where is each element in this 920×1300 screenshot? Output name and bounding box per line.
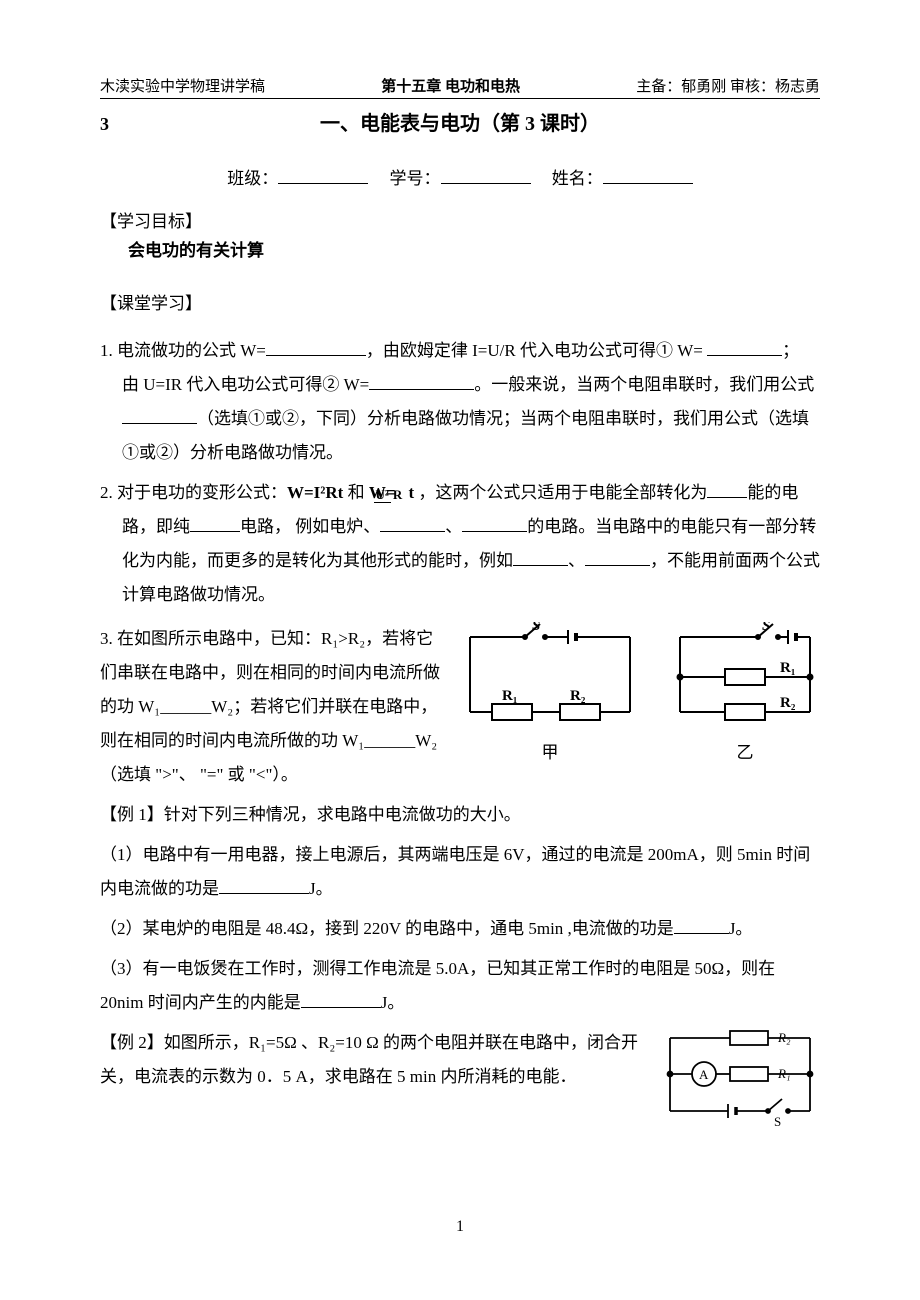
id-blank[interactable] <box>441 166 531 184</box>
ex2-label-r2: R₂ <box>777 1030 791 1045</box>
q1-blank4[interactable] <box>122 408 197 424</box>
ex1-p2b: J。 <box>729 919 753 938</box>
q2-frac-top: U² <box>374 487 391 503</box>
ex1-p1: （1）电路中有一用电器，接上电源后，其两端电压是 6V，通过的电流是 200mA… <box>100 838 820 906</box>
q2-t1: 2. 对于电功的变形公式： <box>100 483 287 502</box>
class-blank[interactable] <box>278 166 368 184</box>
ex1-lead: 针对下列三种情况，求电路中电流做功的大小。 <box>164 805 521 824</box>
q2-blank3[interactable] <box>380 516 445 532</box>
q2-bold1: W=I²Rt <box>287 483 343 502</box>
q2-blank2[interactable] <box>190 516 240 532</box>
q2-blank5[interactable] <box>513 550 568 566</box>
ex1-blank1[interactable] <box>219 878 309 894</box>
label-r1b: R₁ <box>780 660 795 676</box>
ex1-p3: （3）有一电饭煲在工作时，测得工作电流是 5.0A，已知其正常工作时的电阻是 5… <box>100 952 820 1020</box>
q1-blank1[interactable] <box>266 340 366 356</box>
page-header: 木渎实验中学物理讲学稿 第十五章 电功和电热 主备：郁勇刚 审核：杨志勇 <box>100 75 820 99</box>
question-1: 1. 电流做功的公式 W= ，由欧姆定律 I=U/R 代入电功公式可得① W= ；… <box>100 334 820 470</box>
q2-t2: 和 <box>343 483 364 502</box>
q1-t6: （选填①或②，下同）分析电路做功情况；当两个电阻串联时，我们用公式（选填①或②）… <box>122 409 809 462</box>
circuit-yi: S R₁ R₂ 乙 <box>670 622 820 770</box>
ex2-circuit-svg: A R₂ R₁ S <box>660 1026 820 1126</box>
question-3-figures: S R₁ R₂ 甲 <box>460 622 820 770</box>
q2-frac-post: t <box>404 483 414 502</box>
caption-jiawu: 甲 <box>460 736 640 770</box>
ex1-blank2[interactable] <box>674 918 729 934</box>
ex1-p2: （2）某电炉的电阻是 48.4Ω，接到 220V 的电路中，通电 5min ,电… <box>100 912 820 946</box>
caption-yi: 乙 <box>670 736 820 770</box>
example-2: 【例 2】如图所示，R₁=5Ω 、R₂=10 Ω 的两个电阻并联在电路中，闭合开… <box>100 1026 820 1138</box>
header-right: 主备：郁勇刚 审核：杨志勇 <box>636 75 820 96</box>
name-blank[interactable] <box>603 166 693 184</box>
name-label: 姓名： <box>552 169 603 188</box>
q1-t1: 1. 电流做功的公式 W= <box>100 341 266 360</box>
q2-fraction: U²R <box>396 488 405 501</box>
ex1-p1a: （1）电路中有一用电器，接上电源后，其两端电压是 6V，通过的电流是 200mA… <box>100 845 810 898</box>
goal-title: 【学习目标】 <box>100 207 820 232</box>
q1-blank2[interactable] <box>707 340 782 356</box>
ex1-p2a: （2）某电炉的电阻是 48.4Ω，接到 220V 的电路中，通电 5min ,电… <box>100 919 674 938</box>
q1-t3: ； <box>782 341 799 360</box>
title-main: 一、电能表与电功（第 3 课时） <box>320 107 600 136</box>
q2-blank1[interactable] <box>707 482 747 498</box>
question-3-row: 3. 在如图所示电路中，已知：R₁>R₂，若将它们串联在电路中，则在相同的时间内… <box>100 622 820 792</box>
example-1: 【例 1】针对下列三种情况，求电路中电流做功的大小。 <box>100 798 820 832</box>
q1-blank3[interactable] <box>369 374 474 390</box>
label-s: S <box>532 622 540 634</box>
q1-t5: 。一般来说，当两个电阻串联时，我们用公式 <box>474 375 814 394</box>
ex1-p3a: （3）有一电饭煲在工作时，测得工作电流是 5.0A，已知其正常工作时的电阻是 5… <box>100 959 775 1012</box>
title-number: 3 <box>100 114 320 135</box>
label-r1: R₁ <box>502 688 517 704</box>
header-left: 木渎实验中学物理讲学稿 <box>100 75 265 96</box>
id-label: 学号： <box>390 169 441 188</box>
class-label: 班级： <box>227 169 278 188</box>
label-r2: R₂ <box>570 688 586 704</box>
ex1-blank3[interactable] <box>301 992 381 1008</box>
ex2-text: 如图所示，R₁=5Ω 、R₂=10 Ω 的两个电阻并联在电路中，闭合开关，电流表… <box>100 1033 638 1086</box>
q2-frac-bot: R <box>391 487 404 502</box>
label-r2b: R₂ <box>780 695 796 711</box>
ex1-p3b: J。 <box>381 993 405 1012</box>
ex2-label-s: S <box>774 1114 781 1126</box>
ex2-title: 【例 2】 <box>100 1033 164 1052</box>
q2-blank6[interactable] <box>585 550 650 566</box>
ex2-label-a: A <box>699 1067 709 1082</box>
q1-t2: ，由欧姆定律 I=U/R 代入电功公式可得① W= <box>366 341 703 360</box>
class-title: 【课堂学习】 <box>100 289 820 314</box>
header-mid: 第十五章 电功和电热 <box>381 75 520 96</box>
page-number: 1 <box>100 1218 820 1236</box>
ex2-text-block: 【例 2】如图所示，R₁=5Ω 、R₂=10 Ω 的两个电阻并联在电路中，闭合开… <box>100 1026 650 1094</box>
goal-text: 会电功的有关计算 <box>128 236 820 261</box>
circuit-parallel-svg: S R₁ R₂ <box>670 622 820 732</box>
q2-t5: 电路， 例如电炉、 <box>240 517 380 536</box>
student-blanks: 班级： 学号： 姓名： <box>100 164 820 189</box>
label-s2: S <box>762 622 770 634</box>
question-2: 2. 对于电功的变形公式：W=I²Rt 和 W=U²R t ，这两个公式只适用于… <box>100 476 820 612</box>
q2-t6: 、 <box>445 517 462 536</box>
q2-t3: ，这两个公式只适用于电能全部转化为 <box>418 483 707 502</box>
ex2-label-r1: R₁ <box>777 1066 790 1081</box>
circuit-jiawu: S R₁ R₂ 甲 <box>460 622 640 770</box>
q2-blank4[interactable] <box>462 516 527 532</box>
ex1-title: 【例 1】 <box>100 805 164 824</box>
ex1-p1b: J。 <box>309 879 333 898</box>
ex2-figure: A R₂ R₁ S <box>660 1026 820 1138</box>
title-row: 3 一、电能表与电功（第 3 课时） <box>100 107 820 136</box>
question-3-text: 3. 在如图所示电路中，已知：R₁>R₂，若将它们串联在电路中，则在相同的时间内… <box>100 622 442 792</box>
circuit-series-svg: S R₁ R₂ <box>460 622 640 732</box>
q1-t4: 由 U=IR 代入电功公式可得② W= <box>122 375 369 394</box>
q2-t8: 、 <box>568 551 585 570</box>
